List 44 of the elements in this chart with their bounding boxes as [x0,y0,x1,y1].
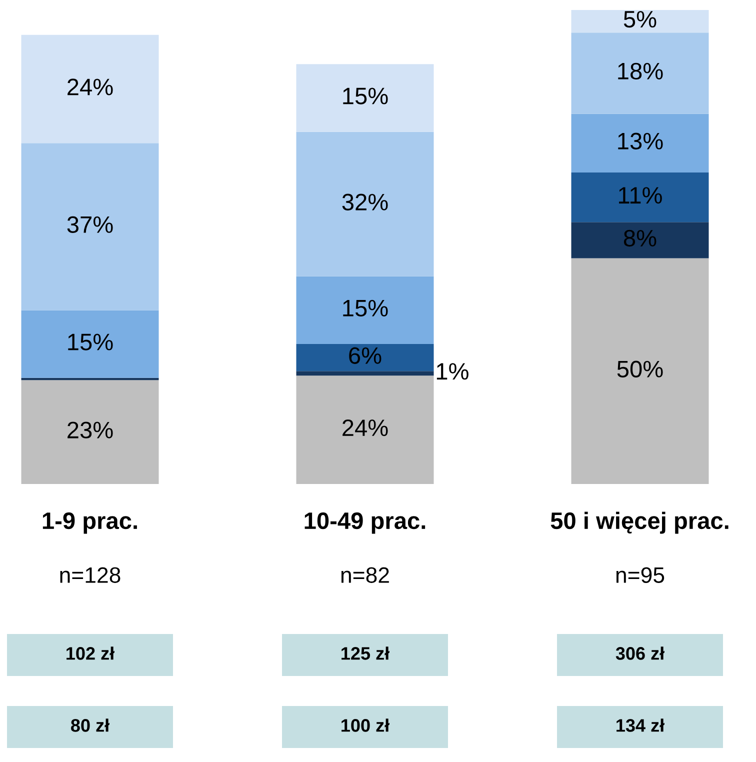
data-label: 24% [68,78,113,96]
bar [21,310,159,378]
data-label: 15% [68,334,113,350]
x-tick-label: 1-9 prac. [42,512,137,534]
text: n=95 [616,567,664,583]
data-label: 32% [342,194,388,210]
bar [296,276,434,344]
data-label: 37% [67,216,113,234]
bar [296,376,434,484]
data-label: 50% [617,360,663,378]
text: 100 zł [342,718,390,732]
bar [296,64,434,132]
bar [21,34,159,144]
bar [21,380,159,484]
text: n=128 [60,567,120,583]
bar [296,344,434,372]
data-label: 1% [436,363,468,380]
data-label: 8% [624,230,656,247]
text: 125 zł [342,646,390,660]
bar [571,114,709,173]
bar [296,371,434,376]
bar [21,143,159,310]
bar [571,222,709,258]
bar [296,132,434,276]
x-tick-label: 50 i więcej prac. [550,512,728,534]
text: 134 zł [616,718,664,732]
x-tick-label: 10-49 prac. [304,512,426,534]
data-label: 15% [343,88,388,104]
data-label: 23% [68,422,113,438]
text: 102 zł [66,646,114,660]
bar [571,172,709,222]
data-label: 6% [349,347,382,364]
data-label: 11% [619,187,662,204]
data-label: 24% [342,419,388,436]
data-label: 15% [343,300,388,317]
text: 306 zł [616,646,664,660]
data-label: 5% [624,11,656,28]
data-label: 18% [618,62,663,80]
bar [571,10,709,33]
text: n=82 [341,567,389,583]
bar [571,258,709,484]
data-label: 13% [618,132,663,150]
text: 80 zł [71,718,110,732]
bar [571,32,709,114]
